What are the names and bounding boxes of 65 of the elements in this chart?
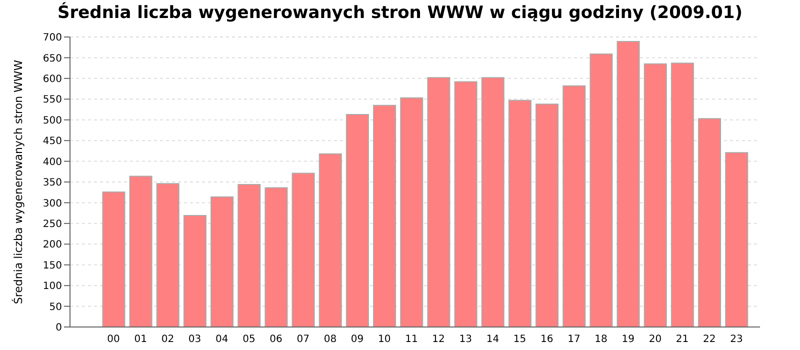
y-axis-title: Średnia liczba wygenerowanych stron WWW [10, 60, 25, 304]
x-tick-label: 05 [242, 334, 256, 346]
bar [481, 77, 504, 327]
bar [156, 183, 180, 327]
x-tick-label: 09 [350, 334, 364, 346]
bar [644, 63, 667, 327]
x-tick-label: 18 [594, 334, 608, 346]
bar [616, 41, 640, 327]
x-tick-label: 10 [378, 334, 391, 346]
x-tick-label: 06 [270, 334, 282, 346]
bar [536, 104, 559, 327]
bar [238, 184, 261, 327]
bar [670, 62, 694, 327]
y-tick-label: 200 [42, 240, 62, 251]
bar [183, 215, 206, 327]
y-tick-label: 650 [42, 53, 62, 64]
x-tick-label: 22 [703, 334, 716, 346]
bar [427, 77, 450, 327]
y-tick-label: 50 [49, 302, 62, 313]
y-tick-label: 400 [42, 156, 62, 168]
x-tick-label: 20 [648, 334, 662, 346]
x-tick-label: 15 [513, 334, 526, 346]
x-tick-label: 12 [432, 334, 445, 346]
bar [264, 187, 288, 327]
y-tick-label: 450 [42, 136, 62, 148]
bar [508, 100, 532, 327]
bar [318, 153, 342, 327]
y-tick-label: 600 [42, 74, 62, 85]
bar [373, 104, 396, 327]
bar [698, 118, 722, 327]
bar [102, 191, 126, 327]
y-tick-label: 250 [42, 218, 62, 230]
y-tick-label: 300 [42, 198, 62, 210]
x-tick-label: 21 [676, 334, 689, 346]
y-tick-label: 700 [42, 32, 62, 44]
x-tick-label: 16 [540, 334, 554, 346]
y-tick-label: 350 [42, 178, 62, 189]
x-tick-label: 17 [568, 334, 580, 346]
x-tick-label: 19 [622, 334, 634, 346]
bar [210, 196, 234, 327]
y-tick-label: 550 [42, 94, 62, 106]
x-tick-label: 07 [296, 334, 310, 346]
x-tick-label: 13 [459, 334, 472, 346]
bar [346, 114, 369, 327]
chart-title: Średnia liczba wygenerowanych stron WWW w ciągu godziny (2009.01) [56, 3, 744, 25]
bar [292, 172, 315, 327]
x-tick-label: 14 [486, 334, 500, 346]
y-tick-label: 500 [42, 115, 62, 126]
bar [562, 85, 586, 327]
bar [590, 53, 613, 327]
x-tick-label: 01 [134, 334, 147, 346]
bar [454, 81, 478, 327]
x-tick-label: 02 [161, 334, 174, 346]
bar [129, 176, 152, 327]
x-tick-label: 23 [730, 334, 743, 346]
y-tick-label: 150 [42, 260, 62, 272]
y-tick-label: 0 [56, 322, 62, 334]
x-tick-label: 00 [107, 334, 120, 346]
y-tick-label: 100 [42, 281, 62, 292]
x-tick-label: 04 [216, 334, 228, 346]
bar [725, 152, 748, 327]
bar [400, 97, 424, 327]
x-tick-label: 08 [324, 334, 337, 346]
x-tick-label: 03 [188, 334, 202, 346]
x-tick-label: 11 [405, 334, 418, 346]
